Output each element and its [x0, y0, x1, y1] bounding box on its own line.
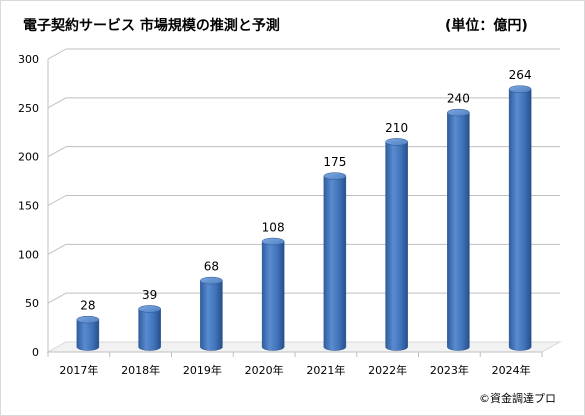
- data-label: 175: [323, 155, 346, 169]
- y-tick-label: 200: [18, 151, 39, 164]
- bars: [76, 85, 532, 351]
- x-tick-label: 2019年: [183, 363, 222, 377]
- gridline-diagonal: [47, 97, 67, 109]
- data-label: 240: [447, 92, 470, 106]
- bar-top-cap: [447, 108, 470, 117]
- data-labels: 28 39 68 108 175 210 240 264: [80, 68, 531, 312]
- y-tick-label: 150: [18, 200, 39, 213]
- bar-cylinder: [261, 241, 285, 351]
- bar-cylinder: [200, 280, 223, 351]
- gridline-diagonal: [47, 243, 67, 255]
- y-tick-label: 100: [18, 248, 39, 261]
- y-tick-label: 250: [18, 102, 39, 115]
- unit-label: (単位：億円): [445, 18, 528, 34]
- bar-top-cap: [385, 138, 408, 146]
- data-label: 210: [385, 121, 408, 135]
- data-label: 28: [80, 299, 95, 313]
- bar-top-cap: [261, 237, 285, 246]
- x-tick-label: 2022年: [368, 363, 407, 377]
- data-label: 68: [204, 260, 219, 274]
- x-tick-label: 2017年: [59, 363, 98, 377]
- bar-top-cap: [138, 305, 161, 313]
- copyright-credit: ©資金調達プロ: [479, 392, 556, 405]
- y-tick-label: 50: [25, 297, 39, 310]
- gridline-diagonal: [47, 292, 67, 304]
- x-tick-label: 2023年: [430, 363, 469, 377]
- gridline-diagonal: [47, 48, 67, 60]
- chart-title: 電子契約サービス 市場規模の推測と予測: [23, 18, 280, 34]
- x-tick-label: 2021年: [306, 363, 345, 377]
- y-tick-label: 0: [32, 346, 39, 359]
- y-tick-label: 300: [18, 53, 39, 66]
- bar-cylinder: [138, 308, 161, 351]
- bar-top-cap: [508, 85, 532, 93]
- gridlines: [46, 48, 562, 353]
- data-label: 108: [262, 221, 285, 235]
- chart-floor: [46, 341, 562, 353]
- x-tick-label: 2024年: [492, 363, 531, 377]
- axes: 0 50 100 150 200 250 300 2017年 2018年 2019年 2020年 20…: [18, 53, 543, 377]
- bar-cylinder: [385, 141, 408, 351]
- bar-cylinder: [508, 88, 532, 351]
- bar-cylinder: [76, 319, 100, 351]
- bar-top-cap: [200, 276, 223, 285]
- data-label: 264: [509, 68, 532, 82]
- bar-cylinder: [323, 175, 347, 351]
- x-tick-label: 2020年: [245, 363, 284, 377]
- x-tick-label: 2018年: [121, 363, 160, 377]
- bar-top-cap: [76, 315, 100, 324]
- bar-cylinder: [447, 112, 470, 351]
- data-label: 39: [142, 288, 157, 302]
- gridline-diagonal: [47, 195, 67, 206]
- gridline-diagonal: [47, 146, 67, 158]
- bar-top-cap: [323, 172, 347, 180]
